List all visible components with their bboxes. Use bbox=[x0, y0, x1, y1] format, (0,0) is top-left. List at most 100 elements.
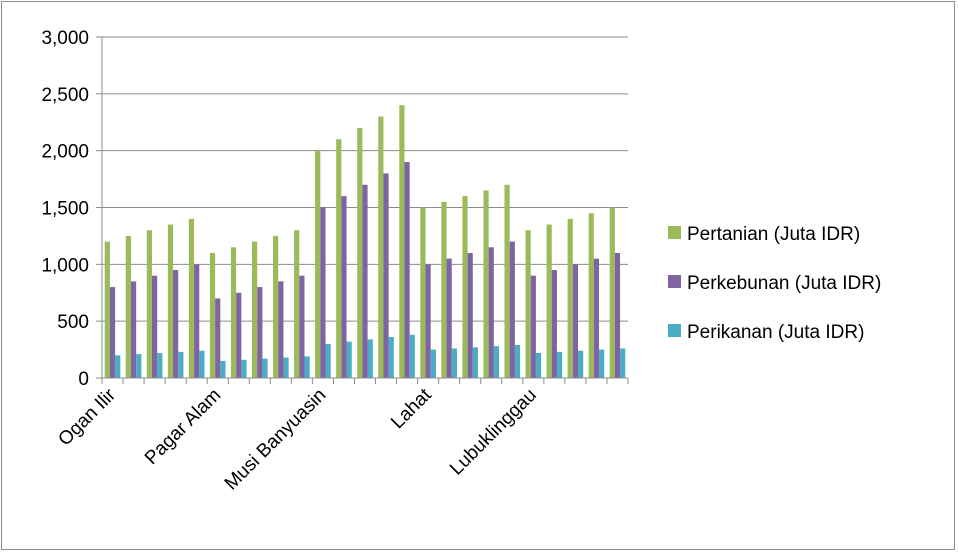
bar bbox=[178, 351, 184, 378]
y-tick-labels: 0 500 1,000 1,500 2,000 2,500 3,000 bbox=[41, 28, 89, 390]
bar bbox=[614, 252, 621, 378]
bar bbox=[451, 348, 457, 378]
bar bbox=[388, 337, 394, 378]
bar bbox=[493, 346, 500, 378]
bar bbox=[367, 339, 373, 378]
bar bbox=[173, 270, 179, 378]
bar bbox=[357, 127, 363, 378]
bar bbox=[262, 358, 268, 378]
bar bbox=[115, 355, 121, 378]
bar bbox=[257, 287, 263, 378]
legend-swatch bbox=[668, 226, 681, 239]
bar bbox=[130, 281, 137, 378]
bar bbox=[125, 235, 131, 378]
bar bbox=[441, 201, 447, 378]
bar bbox=[467, 252, 473, 378]
bar bbox=[320, 207, 326, 378]
bar bbox=[514, 345, 521, 378]
bar bbox=[283, 357, 289, 378]
bar bbox=[362, 184, 368, 378]
bar bbox=[278, 281, 284, 378]
legend-label: Perikanan (Juta IDR) bbox=[687, 322, 864, 343]
bar bbox=[599, 349, 605, 378]
bar bbox=[425, 264, 431, 378]
axes bbox=[101, 37, 629, 384]
bar bbox=[546, 224, 552, 378]
bar bbox=[325, 343, 331, 378]
y-tick-label: 2,000 bbox=[41, 142, 89, 163]
bar bbox=[378, 116, 384, 379]
bar bbox=[530, 275, 536, 378]
x-tick-label: Musi Banyuasin bbox=[221, 385, 331, 495]
legend-label: Pertanian (Juta IDR) bbox=[687, 224, 860, 245]
bar bbox=[383, 173, 389, 378]
bar bbox=[556, 351, 563, 378]
bar bbox=[446, 258, 452, 378]
bar bbox=[273, 235, 279, 378]
bar bbox=[567, 218, 573, 378]
legend-swatch bbox=[668, 275, 681, 288]
bar bbox=[404, 162, 410, 378]
legend-label: Perkebunan (Juta IDR) bbox=[687, 273, 881, 294]
bar bbox=[236, 292, 242, 378]
bar bbox=[525, 230, 531, 378]
y-tick-label: 500 bbox=[57, 312, 89, 333]
bar bbox=[252, 241, 258, 378]
bar bbox=[399, 105, 405, 378]
bar bbox=[509, 241, 515, 378]
x-tick-label: Lubuklinggau bbox=[446, 385, 541, 480]
x-tick-label: Ogan Ilir bbox=[54, 384, 120, 450]
bar bbox=[488, 247, 494, 378]
bar bbox=[241, 359, 247, 378]
y-tick-label: 0 bbox=[78, 369, 89, 390]
bar bbox=[609, 207, 615, 378]
legend-swatch bbox=[668, 324, 681, 337]
x-tick-label: Pagar Alam bbox=[141, 385, 225, 469]
bar bbox=[409, 334, 415, 378]
bar bbox=[341, 196, 347, 378]
bar bbox=[109, 287, 116, 378]
bar bbox=[472, 347, 478, 378]
y-tick-label: 1,500 bbox=[41, 199, 89, 220]
bar bbox=[593, 258, 600, 378]
bar bbox=[230, 247, 237, 378]
bar bbox=[430, 349, 436, 378]
bar bbox=[220, 360, 226, 378]
bar bbox=[294, 230, 300, 378]
bar bbox=[209, 252, 216, 378]
bar bbox=[136, 354, 142, 378]
x-tick-label: Lahat bbox=[387, 384, 436, 433]
bar bbox=[551, 270, 557, 378]
bar bbox=[194, 264, 200, 378]
bar bbox=[588, 213, 594, 378]
bar bbox=[146, 230, 152, 378]
bar bbox=[620, 348, 626, 378]
bar bbox=[462, 196, 468, 378]
bar bbox=[215, 298, 221, 378]
y-tick-label: 2,500 bbox=[41, 85, 89, 106]
y-tick-label: 1,000 bbox=[41, 255, 89, 276]
bar bbox=[104, 241, 110, 378]
bar bbox=[315, 150, 321, 378]
bar bbox=[578, 350, 584, 378]
bar bbox=[199, 350, 205, 378]
bar bbox=[304, 356, 310, 378]
bar bbox=[420, 207, 426, 378]
bars bbox=[104, 105, 626, 379]
bar bbox=[157, 352, 163, 378]
bar bbox=[572, 264, 578, 378]
bar bbox=[152, 275, 158, 378]
bar bbox=[167, 224, 174, 378]
legend: Pertanian (Juta IDR) Perkebunan (Juta IDR… bbox=[668, 224, 881, 343]
bar bbox=[299, 275, 305, 378]
bar bbox=[346, 341, 352, 378]
y-tick-label: 3,000 bbox=[41, 28, 89, 49]
bar bbox=[188, 218, 195, 378]
bar bbox=[336, 139, 342, 378]
bar bbox=[535, 352, 542, 378]
bar bbox=[483, 190, 489, 378]
bar bbox=[504, 184, 510, 378]
